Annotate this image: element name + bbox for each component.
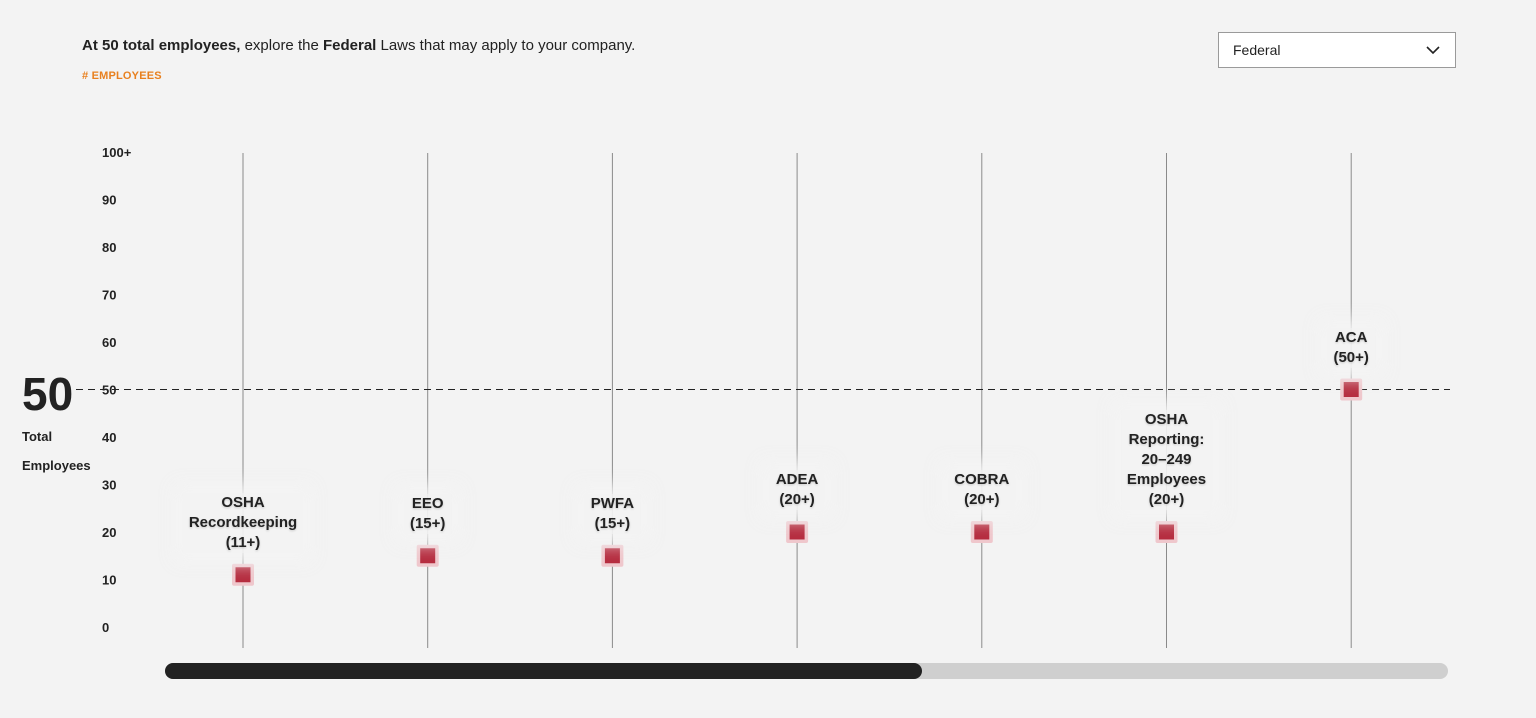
y-tick-label: 0 xyxy=(102,620,109,635)
law-label-line: ADEA xyxy=(775,471,819,488)
law-label-line: COBRA xyxy=(954,471,1010,488)
law-marker xyxy=(1159,524,1174,540)
y-tick-label: 100+ xyxy=(102,145,132,160)
laws-chart: 0 10 20 30 40 50 60 70 80 90 100+ xyxy=(76,145,1450,648)
law-label-line: Employees xyxy=(1126,471,1207,488)
y-tick-label: 70 xyxy=(102,288,116,303)
law-label-line: Recordkeeping xyxy=(188,513,298,531)
law-marker xyxy=(1343,382,1359,397)
law-label-line: 20–249 xyxy=(1141,451,1192,468)
employees-axis-tag: # EMPLOYEES xyxy=(82,70,162,82)
intro-mid: explore the xyxy=(244,37,319,54)
law-label-line: PWFA xyxy=(590,494,635,512)
law-marker xyxy=(604,548,620,564)
law-label: OSHA Recordkeeping (11+) xyxy=(182,492,304,553)
law-label-line: (50+) xyxy=(1333,348,1369,366)
law-label-line: OSHA xyxy=(221,493,265,511)
law-marker xyxy=(974,524,990,540)
law-label-line: (15+) xyxy=(594,514,631,532)
law-label-line: EEO xyxy=(411,494,444,512)
intro-prefix: At xyxy=(82,37,98,54)
horizontal-scrollbar[interactable] xyxy=(165,663,1448,679)
current-label-line2: Employees xyxy=(22,458,91,473)
intro-suffix: Laws that may apply to your company. xyxy=(380,37,636,54)
jurisdiction-select[interactable]: Federal xyxy=(1218,32,1456,68)
y-tick-label: 80 xyxy=(102,240,116,255)
law-label-line: (20+) xyxy=(1148,491,1185,508)
current-label-line1: Total xyxy=(22,429,53,444)
law-marker xyxy=(789,524,805,540)
y-tick-label: 50 xyxy=(102,383,116,398)
law-label-line: Reporting: xyxy=(1128,431,1205,448)
y-tick-label: 30 xyxy=(102,478,116,493)
law-label-line: (20+) xyxy=(964,491,1000,508)
y-tick-label: 90 xyxy=(102,193,116,208)
y-tick-label: 10 xyxy=(102,573,116,588)
law-label-line: (20+) xyxy=(779,491,815,508)
law-label: PWFA (15+) xyxy=(584,493,641,534)
current-employee-label: Total Employees xyxy=(22,422,102,480)
intro-sentence: At 50 total employees, explore the Feder… xyxy=(82,36,635,56)
scrollbar-thumb[interactable] xyxy=(165,663,922,679)
law-marker xyxy=(420,548,436,564)
law-label-line: (15+) xyxy=(409,514,446,532)
y-tick-label: 20 xyxy=(102,525,116,540)
chevron-down-icon xyxy=(1425,42,1441,58)
law-label-line: ACA xyxy=(1334,328,1368,346)
law-marker xyxy=(235,567,251,583)
law-label: OSHA Reporting: 20–249 Employees (20+) xyxy=(1120,410,1213,510)
intro-count: 50 xyxy=(102,37,119,54)
jurisdiction-select-value: Federal xyxy=(1233,42,1281,58)
law-label-line: OSHA xyxy=(1144,411,1189,428)
law-label: COBRA (20+) xyxy=(948,470,1016,510)
law-label: ADEA (20+) xyxy=(769,470,825,510)
intro-bold-total: total employees, xyxy=(122,37,241,54)
current-employee-count: 50 xyxy=(22,368,74,420)
law-label-line: (11+) xyxy=(225,533,261,551)
law-label: EEO (15+) xyxy=(403,493,452,534)
intro-bold-jurisdiction: Federal xyxy=(322,37,377,54)
law-label: ACA (50+) xyxy=(1327,327,1375,368)
y-tick-label: 40 xyxy=(102,430,116,445)
y-tick-label: 60 xyxy=(102,335,116,350)
